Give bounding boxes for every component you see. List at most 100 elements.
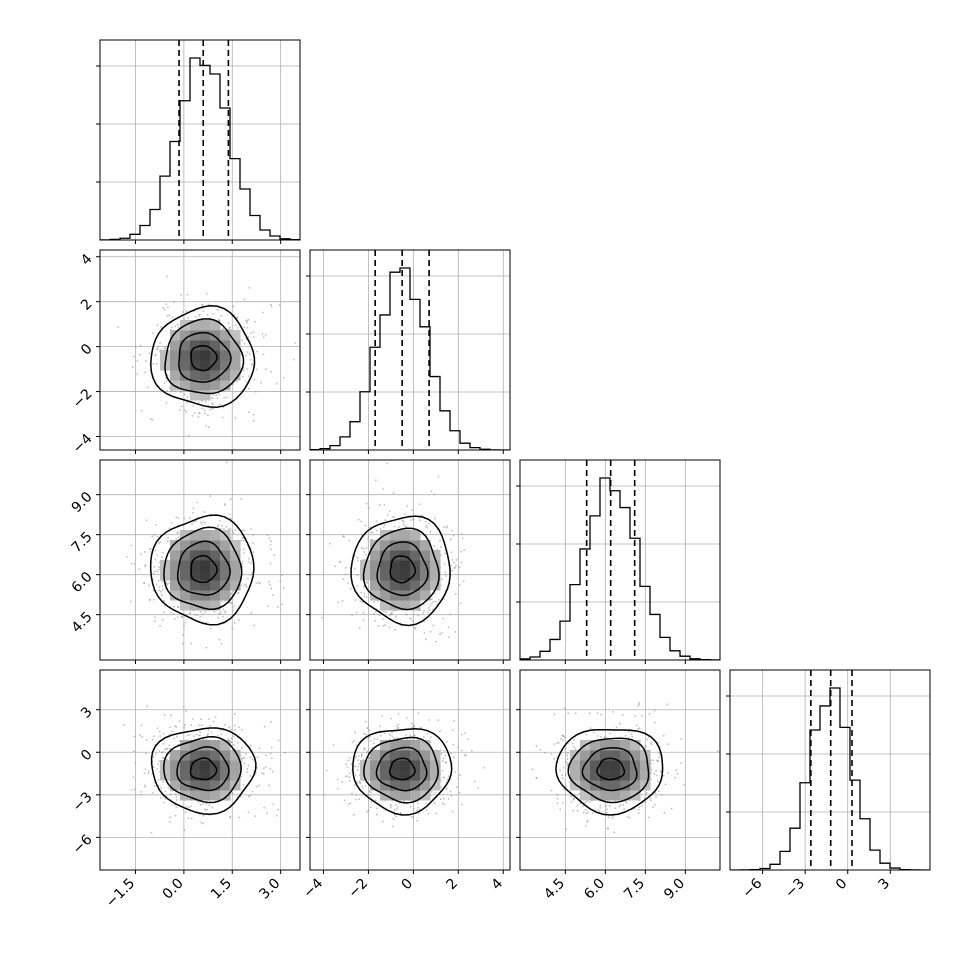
- density-cell: [180, 740, 191, 751]
- density-cell: [600, 750, 611, 761]
- density-cell: [390, 590, 401, 601]
- sample-point: [159, 590, 162, 593]
- sample-point: [447, 775, 450, 778]
- sample-point: [373, 600, 376, 603]
- sample-point: [425, 524, 427, 527]
- sample-point: [383, 732, 386, 735]
- panel-2-1: [306, 459, 511, 664]
- sample-point: [356, 585, 359, 588]
- density-cell: [430, 580, 441, 591]
- sample-point: [416, 809, 419, 811]
- density-cell: [170, 550, 181, 561]
- x-tick-label: 1.5: [208, 876, 235, 903]
- sample-point: [611, 817, 614, 819]
- density-cell: [190, 580, 201, 591]
- sample-point: [633, 807, 636, 810]
- sample-point: [607, 816, 610, 819]
- sample-point: [255, 368, 258, 371]
- sample-point: [375, 529, 378, 532]
- sample-point: [425, 809, 428, 811]
- sample-point: [417, 802, 419, 805]
- sample-point: [650, 743, 653, 746]
- sample-point: [241, 560, 244, 563]
- sample-point: [397, 726, 400, 729]
- x-tick-label: 3: [875, 876, 893, 894]
- sample-point: [183, 625, 185, 627]
- sample-point: [424, 638, 427, 641]
- sample-point: [423, 620, 426, 623]
- sample-point: [364, 720, 367, 723]
- sample-point: [245, 753, 247, 755]
- sample-point: [277, 739, 280, 742]
- contour-2: [352, 728, 453, 816]
- sample-point: [370, 791, 372, 794]
- density-cell: [220, 750, 231, 761]
- sample-point: [432, 545, 435, 547]
- sample-point: [428, 719, 430, 721]
- sample-point: [373, 613, 376, 615]
- sample-point: [201, 303, 203, 306]
- density-cell: [170, 570, 181, 581]
- sample-point: [352, 813, 355, 816]
- sample-point: [360, 591, 363, 594]
- sample-point: [160, 325, 162, 328]
- sample-point: [367, 757, 370, 760]
- sample-point: [260, 381, 262, 384]
- sample-point: [398, 802, 401, 805]
- sample-point: [562, 766, 565, 769]
- sample-point: [246, 326, 249, 329]
- sample-point: [228, 726, 231, 729]
- sample-point: [232, 590, 235, 592]
- density-cell: [410, 530, 421, 541]
- density-cell: [220, 330, 231, 341]
- sample-point: [152, 362, 155, 365]
- sample-point: [663, 812, 666, 814]
- sample-point: [271, 594, 274, 596]
- contour-1: [176, 540, 231, 596]
- sample-point: [646, 738, 649, 741]
- sample-point: [257, 581, 260, 584]
- sample-point: [439, 539, 441, 542]
- sample-point: [159, 624, 161, 627]
- density-cell: [180, 770, 191, 781]
- sample-point: [427, 812, 430, 815]
- density-cell: [380, 740, 391, 751]
- density-2-1: [321, 462, 466, 643]
- sample-point: [186, 401, 189, 404]
- sample-point: [219, 729, 222, 732]
- sample-point: [157, 579, 160, 582]
- sample-point: [435, 640, 437, 643]
- sample-point: [246, 351, 249, 353]
- density-cell: [380, 550, 391, 561]
- sample-point: [163, 801, 166, 804]
- density-cell: [190, 750, 201, 761]
- density-cell: [180, 590, 191, 601]
- sample-point: [245, 585, 248, 588]
- sample-point: [463, 549, 466, 552]
- sample-point: [376, 738, 379, 741]
- y-tick-label: 0: [78, 747, 96, 765]
- sample-point: [247, 795, 250, 798]
- sample-point: [132, 355, 135, 358]
- sample-point: [154, 549, 157, 552]
- sample-point: [216, 309, 219, 311]
- sample-point: [435, 812, 438, 815]
- sample-point: [384, 624, 386, 627]
- sample-point: [243, 342, 246, 345]
- sample-point: [155, 523, 158, 526]
- density-cell: [430, 770, 441, 781]
- sample-point: [241, 375, 244, 378]
- density-cell: [400, 790, 411, 801]
- sample-point: [361, 601, 364, 604]
- sample-point: [240, 775, 243, 778]
- sample-point: [220, 315, 223, 317]
- sample-point: [145, 752, 148, 755]
- sample-point: [161, 594, 163, 596]
- sample-point: [557, 741, 560, 744]
- sample-point: [392, 817, 395, 820]
- sample-point: [367, 538, 369, 540]
- sample-point: [212, 407, 215, 410]
- sample-point: [391, 731, 393, 734]
- panel-frame: [729, 669, 931, 871]
- sample-point: [434, 600, 437, 603]
